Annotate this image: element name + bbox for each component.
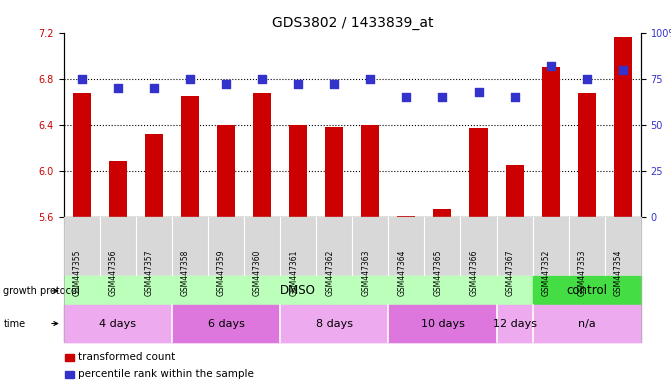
Bar	[505, 165, 523, 217]
Title: GDS3802 / 1433839_at: GDS3802 / 1433839_at	[272, 16, 433, 30]
Text: GSM447361: GSM447361	[289, 250, 298, 296]
Bar	[397, 216, 415, 217]
Point	[365, 76, 376, 82]
Point	[221, 81, 231, 87]
Bar	[325, 127, 344, 217]
Text: GSM447363: GSM447363	[361, 249, 370, 296]
Point	[546, 63, 556, 69]
Point	[581, 76, 592, 82]
Bar	[145, 134, 163, 217]
Point	[185, 76, 195, 82]
Point	[329, 81, 340, 87]
Point	[113, 85, 123, 91]
Bar	[541, 67, 560, 217]
Text: GSM447362: GSM447362	[325, 250, 334, 296]
Text: GSM447358: GSM447358	[181, 250, 190, 296]
Point	[401, 94, 412, 100]
Point	[473, 89, 484, 95]
Text: GSM447357: GSM447357	[145, 249, 154, 296]
Text: GSM447353: GSM447353	[578, 249, 586, 296]
Text: GSM447365: GSM447365	[433, 249, 442, 296]
Text: time: time	[3, 318, 25, 329]
Bar	[289, 125, 307, 217]
Text: n/a: n/a	[578, 318, 596, 329]
Text: GSM447359: GSM447359	[217, 249, 226, 296]
Text: 12 days: 12 days	[493, 318, 537, 329]
Text: GSM447366: GSM447366	[470, 249, 478, 296]
Text: percentile rank within the sample: percentile rank within the sample	[78, 369, 254, 379]
Bar	[470, 128, 488, 217]
Text: 4 days: 4 days	[99, 318, 136, 329]
Text: GSM447367: GSM447367	[505, 249, 515, 296]
Point	[148, 85, 159, 91]
Point	[509, 94, 520, 100]
Text: 6 days: 6 days	[207, 318, 244, 329]
Text: 10 days: 10 days	[421, 318, 464, 329]
Text: GSM447360: GSM447360	[253, 249, 262, 296]
Text: GSM447354: GSM447354	[614, 249, 623, 296]
Bar	[72, 93, 91, 217]
Point	[437, 94, 448, 100]
Bar	[614, 37, 632, 217]
Point	[76, 76, 87, 82]
Bar	[578, 93, 596, 217]
Text: transformed count: transformed count	[78, 352, 175, 362]
Text: GSM447356: GSM447356	[109, 249, 118, 296]
Bar	[361, 125, 379, 217]
Bar	[181, 96, 199, 217]
Text: GSM447355: GSM447355	[72, 249, 82, 296]
Text: GSM447364: GSM447364	[397, 249, 407, 296]
Text: 8 days: 8 days	[316, 318, 353, 329]
Text: DMSO: DMSO	[280, 285, 316, 297]
Bar	[433, 209, 452, 217]
Text: growth protocol: growth protocol	[3, 286, 80, 296]
Point	[257, 76, 268, 82]
Text: control: control	[566, 285, 607, 297]
Point	[617, 66, 628, 73]
Text: GSM447352: GSM447352	[541, 250, 551, 296]
Bar	[109, 161, 127, 217]
Point	[293, 81, 303, 87]
Bar	[217, 125, 235, 217]
Bar	[253, 93, 271, 217]
